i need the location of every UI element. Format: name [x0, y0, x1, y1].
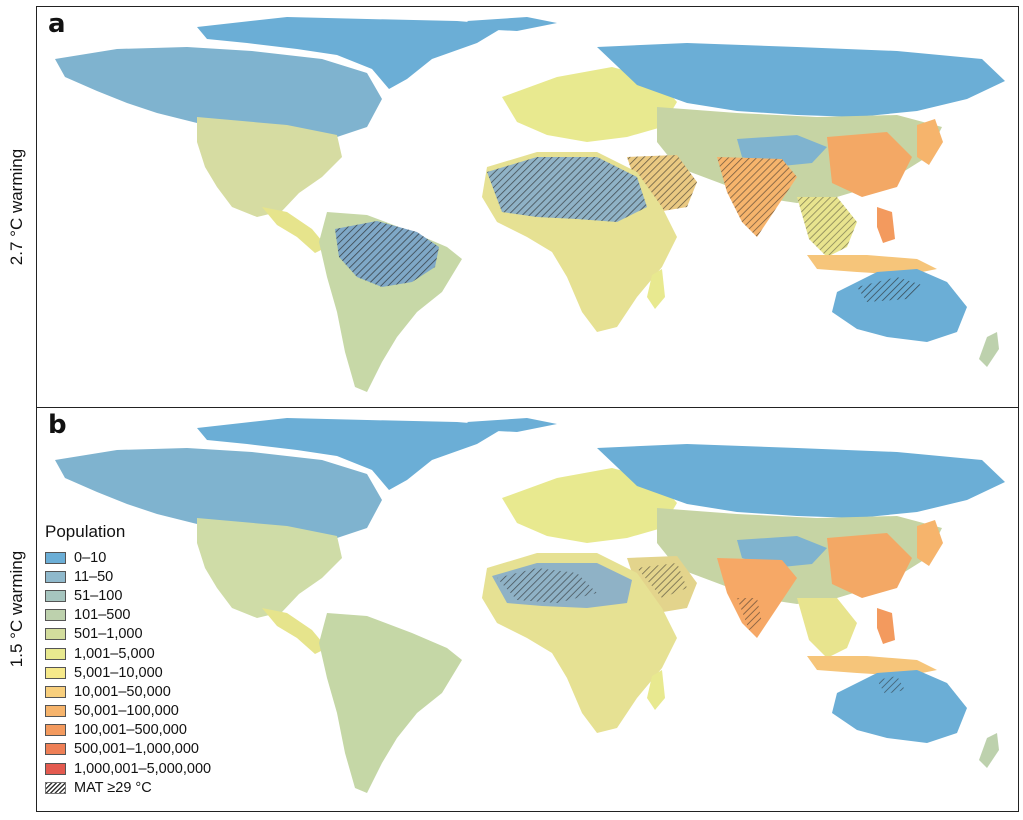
philippines-b [877, 608, 895, 644]
legend-swatch [45, 628, 66, 641]
legend-swatch [45, 551, 66, 564]
legend-label: 101–500 [74, 607, 131, 624]
legend-swatch [45, 647, 66, 660]
new-zealand-a [979, 332, 999, 367]
legend-row: 100,001–500,000 [45, 721, 211, 740]
legend-swatch [45, 609, 66, 622]
legend-swatch [45, 743, 66, 756]
legend-items: 0–10 11–50 51–100 101–500 501–1,000 1,001–5,0… [45, 548, 211, 778]
legend-row: 11–50 [45, 567, 211, 586]
legend-row: 501–1,000 [45, 625, 211, 644]
legend-row: 10,001–50,000 [45, 682, 211, 701]
legend-swatch [45, 762, 66, 775]
legend-swatch [45, 724, 66, 737]
legend-row: 101–500 [45, 606, 211, 625]
legend-row: 1,001–5,000 [45, 644, 211, 663]
legend-swatch [45, 685, 66, 698]
legend-hatch-row: MAT ≥29 °C [45, 778, 211, 797]
hatch-swatch [45, 781, 66, 794]
legend-swatch [45, 705, 66, 718]
legend-row: 5,001–10,000 [45, 663, 211, 682]
legend-label: 11–50 [74, 568, 114, 585]
legend-label: 1,000,001–5,000,000 [74, 760, 212, 777]
population-legend: Population 0–10 11–50 51–100 101–500 501–1,0… [45, 522, 211, 797]
philippines-a [877, 207, 895, 243]
legend-label: 100,001–500,000 [74, 722, 187, 739]
panel-b-warming-label: 1.5 °C warming [0, 407, 34, 810]
legend-title: Population [45, 522, 126, 541]
legend-label: 501–1,000 [74, 626, 143, 643]
panel-a-warming-text: 2.7 °C warming [7, 148, 26, 266]
legend-row: 51–100 [45, 586, 211, 605]
panel-a: a [36, 6, 1019, 408]
legend-label: 51–100 [74, 587, 123, 604]
world-map-b [55, 418, 1005, 793]
panel-b-letter: b [48, 410, 67, 440]
north-america-south-a [197, 117, 342, 217]
south-america-b [319, 613, 462, 793]
legend-label: 1,001–5,000 [74, 645, 155, 662]
north-america-north-b [55, 448, 382, 538]
legend-label: 50,001–100,000 [74, 703, 179, 720]
central-america-b [262, 608, 327, 654]
madagascar-a [647, 269, 665, 309]
australia-b [832, 670, 967, 743]
greenland-a [197, 17, 507, 89]
panel-a-warming-label: 2.7 °C warming [0, 6, 34, 408]
europe-a [502, 67, 677, 142]
japan-a [917, 119, 943, 165]
legend-row: 50,001–100,000 [45, 702, 211, 721]
world-map-a [55, 17, 1005, 392]
legend-label: 5,001–10,000 [74, 664, 163, 681]
japan-b [917, 520, 943, 566]
legend-label: 0–10 [74, 549, 107, 566]
legend-swatch [45, 589, 66, 602]
madagascar-b [647, 670, 665, 710]
central-america-a [262, 207, 327, 253]
legend-row: 0–10 [45, 548, 211, 567]
europe-b [502, 468, 677, 543]
north-america-south-b [197, 518, 342, 618]
new-zealand-b [979, 733, 999, 768]
north-america-north-a [55, 47, 382, 137]
legend-label: 10,001–50,000 [74, 683, 171, 700]
legend-row: 500,001–1,000,000 [45, 740, 211, 759]
legend-swatch [45, 666, 66, 679]
panel-a-letter: a [48, 9, 66, 39]
southeast-asia-b [797, 598, 857, 658]
north-asia-a [597, 43, 1005, 117]
legend-hatch-label: MAT ≥29 °C [74, 779, 152, 796]
north-asia-b [597, 444, 1005, 518]
panel-b-warming-text: 1.5 °C warming [7, 550, 26, 667]
china-east-b [827, 533, 912, 598]
china-east-a [827, 132, 912, 197]
greenland-b [197, 418, 507, 490]
panel-b: b Population 0–10 11–50 51–100 101–500 501–1… [36, 407, 1019, 812]
legend-swatch [45, 570, 66, 583]
legend-label: 500,001–1,000,000 [74, 741, 199, 758]
legend-row: 1,000,001–5,000,000 [45, 759, 211, 778]
